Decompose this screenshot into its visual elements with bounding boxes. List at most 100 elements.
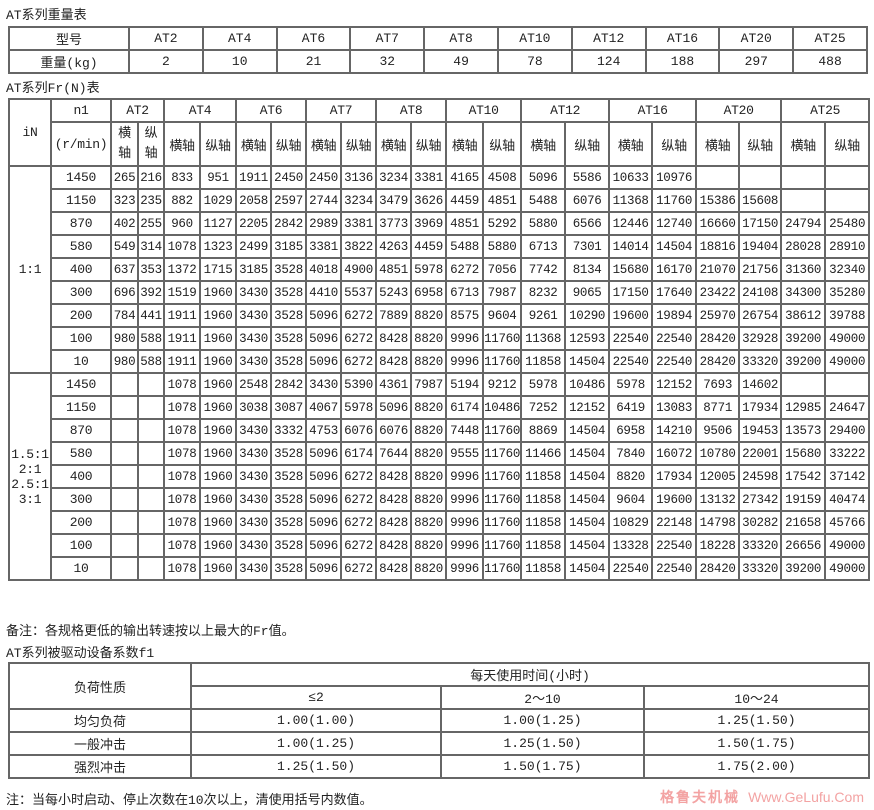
fr-value-cell: 5096 (305, 303, 343, 328)
fr-value-cell: 1715 (199, 257, 238, 282)
fr-value-cell: 5488 (520, 188, 567, 213)
weight-table: 型号 AT2 AT4 AT6 AT7 AT8 AT10 AT12 AT16 AT20 AT25 重量… (8, 26, 868, 74)
fr-value-cell: 14504 (651, 234, 698, 259)
ratio-label: 2.5:1 (11, 476, 49, 492)
fr-value-cell: 1960 (199, 418, 238, 443)
fr-value-cell: 11466 (520, 441, 567, 466)
fr-value-cell: 588 (136, 349, 166, 374)
fr-value-cell: 1078 (163, 533, 202, 558)
f1-note: 注：当每小时启动、停止次数在10次以上，清使用括号内数值。 (6, 793, 373, 808)
fr-value-cell: 5586 (564, 165, 611, 190)
fr-value-cell: 265 (110, 165, 139, 190)
fr-value-cell: 8428 (375, 464, 413, 489)
watermark-line2: Www.GeLufu.Com (748, 789, 864, 805)
fr-value-cell: 45766 (824, 510, 871, 535)
fr-value-cell: 3430 (235, 326, 273, 351)
fr-value-cell: 3528 (270, 441, 308, 466)
fr-value-cell: 6713 (520, 234, 567, 259)
fr-value-cell: 2499 (235, 234, 273, 259)
fr-value-cell: 8820 (410, 556, 448, 581)
fr-value-cell: 8820 (410, 487, 448, 512)
fr-value-cell: 10290 (564, 303, 611, 328)
fr-value-cell (136, 556, 166, 581)
fr-value-cell: 1911 (163, 326, 202, 351)
fr-value-cell: 7252 (520, 395, 567, 420)
fr-value-cell: 19453 (738, 418, 783, 443)
fr-value-cell: 31360 (780, 257, 827, 282)
fr-value-cell: 2744 (305, 188, 343, 213)
fr-value-cell: 22540 (608, 556, 654, 581)
fr-value-cell: 402 (110, 211, 139, 236)
fr-value-cell: 3234 (340, 188, 378, 213)
fr-value-cell: 39200 (780, 326, 827, 351)
fr-value-cell: 14210 (651, 418, 698, 443)
fr-value-cell: 3430 (235, 533, 273, 558)
fr-value-cell: 16660 (695, 211, 741, 236)
fr-value-cell: 21756 (738, 257, 783, 282)
fr-value-cell: 3528 (270, 303, 308, 328)
fr-value-cell: 11760 (482, 464, 523, 489)
table-row: 1150 323 235 882 1029 2058 2597 2744 3234 3479 362… (9, 188, 871, 213)
fr-value-cell: 4018 (305, 257, 343, 282)
fr-value-cell: 11760 (482, 418, 523, 443)
fr-value-cell: 3822 (340, 234, 378, 259)
fr-value-cell: 10486 (564, 372, 611, 397)
fr-value-cell (780, 165, 827, 190)
speed-cell: 200 (50, 510, 112, 535)
fr-value-cell: 28420 (695, 349, 741, 374)
fr-value-cell (136, 372, 166, 397)
fr-value-cell: 3479 (375, 188, 413, 213)
fr-value-cell: 22540 (651, 533, 698, 558)
fr-value-cell: 9212 (482, 372, 523, 397)
fr-value-cell: 6076 (375, 418, 413, 443)
fr-value-cell: 1911 (163, 303, 202, 328)
fr-value-cell: 24108 (738, 280, 783, 305)
fr-value-cell (780, 188, 827, 213)
fr-value-cell: 980 (110, 326, 139, 351)
fr-value-cell: 6076 (340, 418, 378, 443)
fr-value-cell: 7301 (564, 234, 611, 259)
speed-cell: 1150 (50, 188, 112, 213)
fr-value-cell: 6958 (608, 418, 654, 443)
fr-value-cell: 8869 (520, 418, 567, 443)
fr-value-cell: 3430 (235, 487, 273, 512)
fr-value-cell: 3381 (305, 234, 343, 259)
load-type-cell: 一般冲击 (8, 731, 192, 756)
fr-value-cell: 1960 (199, 372, 238, 397)
fr-value-cell: 3430 (235, 556, 273, 581)
fr-value-cell (695, 165, 741, 190)
fr-value-cell: 1911 (163, 349, 202, 374)
fr-value-cell: 28028 (780, 234, 827, 259)
weight-cell: 2 (128, 49, 204, 74)
longitudinal-axis-header: 纵轴 (738, 121, 783, 167)
fr-value-cell: 7987 (410, 372, 448, 397)
table-row: 1150 1078 1960 3038 3087 4067 5978 5096 8820 6174… (9, 395, 871, 420)
fr-value-cell: 5390 (340, 372, 378, 397)
fr-value-cell: 6272 (340, 303, 378, 328)
fr-value-cell: 4067 (305, 395, 343, 420)
fr-value-cell (136, 487, 166, 512)
fr-value-cell: 637 (110, 257, 139, 282)
fr-value-cell: 19894 (651, 303, 698, 328)
fr-value-cell: 17542 (780, 464, 827, 489)
fr-value-cell: 4851 (375, 257, 413, 282)
fr-value-cell: 26656 (780, 533, 827, 558)
factor-cell: 1.75(2.00) (642, 754, 871, 779)
fr-value-cell: 17150 (608, 280, 654, 305)
model-header: AT4 (163, 98, 238, 123)
fr-value-cell: 39200 (780, 349, 827, 374)
fr-value-cell: 14504 (564, 510, 611, 535)
weight-row: 重量(kg) 2 10 21 32 49 78 124 188 297 488 (8, 49, 868, 74)
fr-value-cell: 2548 (235, 372, 273, 397)
fr-value-cell: 1029 (199, 188, 238, 213)
table-row: 1.5:1 2:1 2.5:1 3:1 1450 1078 1960 2548 2842 3430… (8, 372, 871, 581)
fr-value-cell: 12593 (564, 326, 611, 351)
weight-cell: 78 (496, 49, 573, 74)
fr-value-cell: 1911 (235, 165, 273, 190)
table-row: 400 1078 1960 3430 3528 5096 6272 8428 8820 9996 1… (9, 464, 871, 489)
fr-value-cell: 17640 (651, 280, 698, 305)
longitudinal-axis-header: 纵轴 (340, 121, 378, 167)
fr-value-cell: 19600 (608, 303, 654, 328)
fr-value-cell: 6076 (564, 188, 611, 213)
load-header: 负荷性质 (8, 662, 192, 710)
